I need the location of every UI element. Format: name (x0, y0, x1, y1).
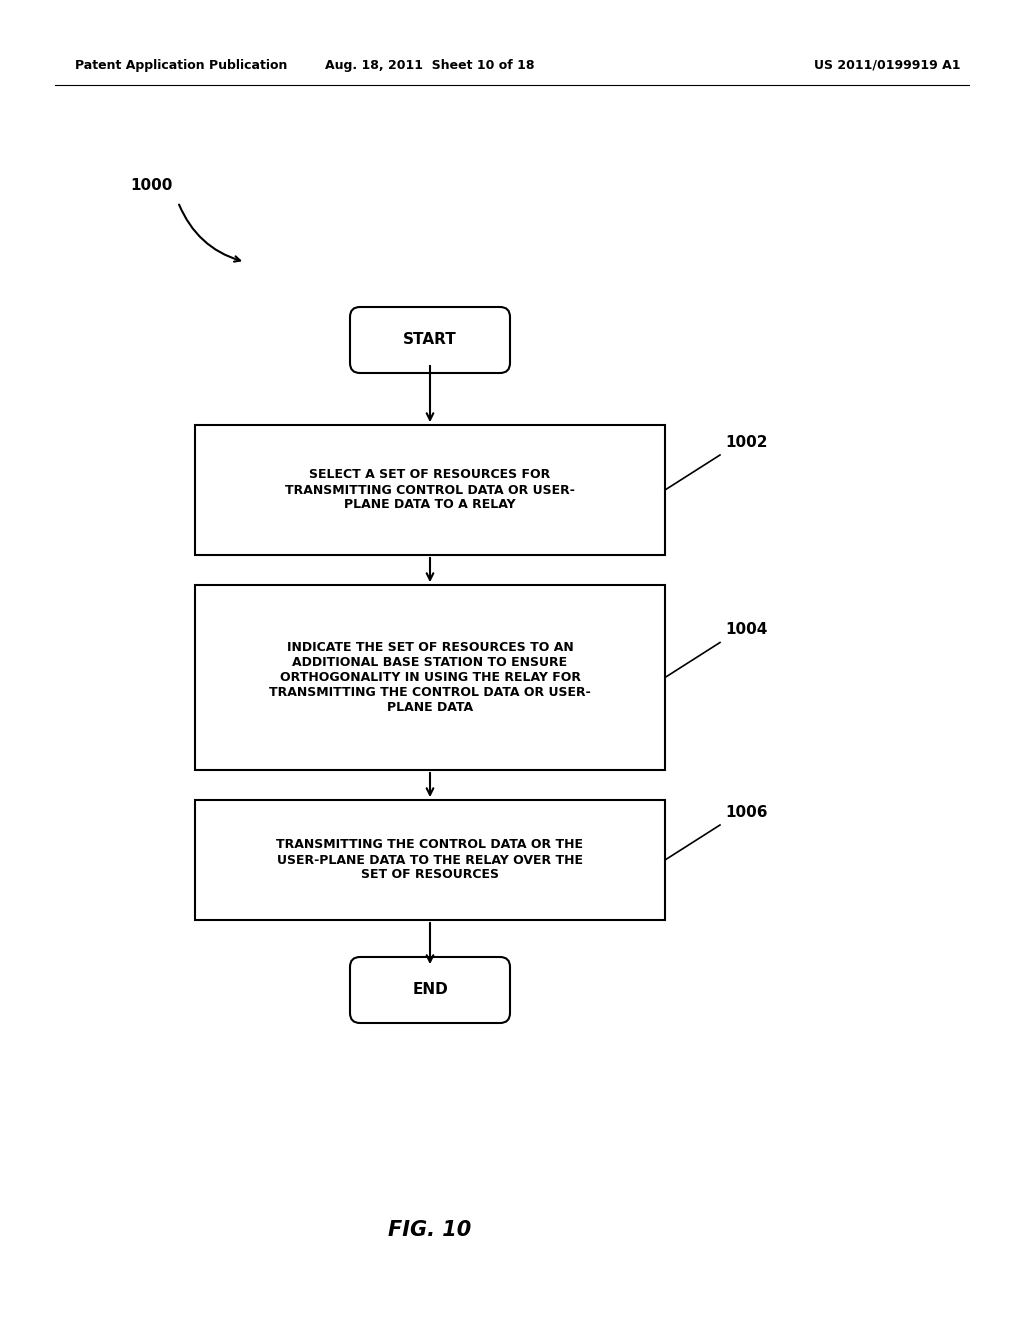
Text: 1000: 1000 (130, 177, 172, 193)
Bar (195, 585, 665, 770)
FancyBboxPatch shape (350, 308, 510, 374)
Bar (195, 800, 665, 920)
FancyBboxPatch shape (350, 957, 510, 1023)
Text: FIG. 10: FIG. 10 (388, 1220, 472, 1239)
Text: INDICATE THE SET OF RESOURCES TO AN
ADDITIONAL BASE STATION TO ENSURE
ORTHOGONAL: INDICATE THE SET OF RESOURCES TO AN ADDI… (269, 642, 591, 714)
Text: Aug. 18, 2011  Sheet 10 of 18: Aug. 18, 2011 Sheet 10 of 18 (326, 58, 535, 71)
Text: 1004: 1004 (725, 623, 767, 638)
Text: US 2011/0199919 A1: US 2011/0199919 A1 (813, 58, 961, 71)
Bar (195, 425, 665, 554)
Text: START: START (403, 333, 457, 347)
Text: 1006: 1006 (725, 805, 768, 820)
Text: TRANSMITTING THE CONTROL DATA OR THE
USER-PLANE DATA TO THE RELAY OVER THE
SET O: TRANSMITTING THE CONTROL DATA OR THE USE… (276, 838, 584, 882)
Text: END: END (412, 982, 447, 998)
Text: 1002: 1002 (725, 436, 768, 450)
Text: SELECT A SET OF RESOURCES FOR
TRANSMITTING CONTROL DATA OR USER-
PLANE DATA TO A: SELECT A SET OF RESOURCES FOR TRANSMITTI… (285, 469, 574, 511)
Text: Patent Application Publication: Patent Application Publication (75, 58, 288, 71)
